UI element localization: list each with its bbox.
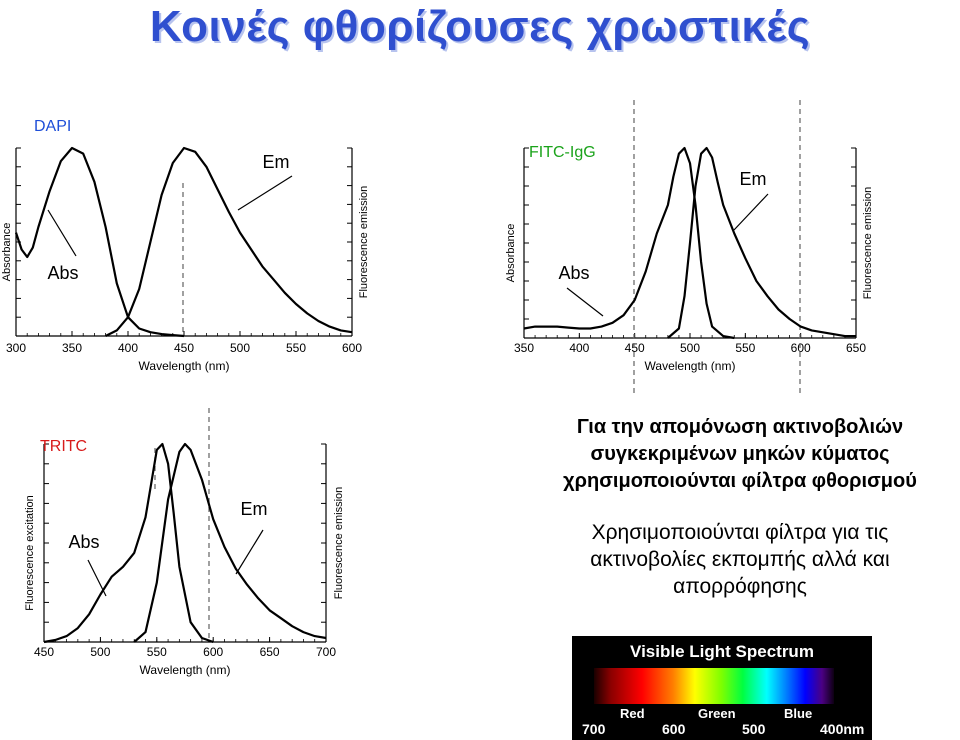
chart1-x-tick-label: 350: [62, 341, 82, 355]
chart3-em-leader-line: [235, 529, 264, 575]
note-line: Χρησιμοποιούνται φίλτρα για τις: [591, 521, 889, 544]
chart2-x-tick-label: 450: [625, 341, 645, 355]
chart1-x-tick-label: 600: [342, 341, 362, 355]
chart3-series-em-line: [133, 442, 327, 643]
chart2-x-tick-label: 600: [791, 341, 811, 355]
spectrum-tick-600: 600: [662, 721, 686, 737]
chart3-abs-leader-line: [87, 559, 107, 597]
chart3-x-tick-label: 700: [316, 645, 336, 659]
spectrum-title: Visible Light Spectrum: [630, 642, 814, 661]
spectrum-tick-700: 700: [582, 721, 606, 737]
chart2-dye-name-label: FITC-IgG: [529, 144, 596, 161]
spectrum-label-red: Red: [620, 706, 645, 721]
chart2-x-axis-label: Wavelength (nm): [645, 359, 736, 373]
spectrum-tick-400nm: 400nm: [820, 721, 865, 737]
chart1-x-tick-label: 300: [6, 341, 26, 355]
chart1-x-tick-label: 450: [174, 341, 194, 355]
spectrum-label-green: Green: [698, 706, 736, 721]
chart1-x-tick-label: 550: [286, 341, 306, 355]
note-line: συγκεκριμένων μηκών κύματος: [590, 443, 890, 465]
chart3-em-label: Em: [241, 499, 268, 519]
chart1-em-leader-line: [237, 175, 293, 211]
chart1-y-axis-label-left: Absorbance: [1, 223, 13, 282]
note-filters-usage: Χρησιμοποιούνται φίλτρα για τις ακτινοβο…: [520, 519, 960, 600]
spectrum-band: [594, 668, 834, 704]
chart1-x-axis-label: Wavelength (nm): [139, 359, 230, 373]
chart1-x-tick-label: 400: [118, 341, 138, 355]
note-filters-isolation: Για την απομόνωση ακτινοβολιών συγκεκριμ…: [520, 414, 960, 495]
chart1-series-abs-line: [14, 146, 185, 338]
chart2-y-axis-label-left: Absorbance: [505, 224, 517, 283]
visible-light-spectrum: Visible Light Spectrum Red Green Blue 70…: [572, 636, 872, 740]
note-line: χρησιμοποιούνται φίλτρα φθορισμού: [563, 470, 917, 492]
chart2-series-em-line: [667, 146, 856, 339]
chart3-dye-name-label: TRITC: [40, 438, 87, 455]
spectrum-tick-500: 500: [742, 721, 766, 737]
chart3-x-tick-label: 650: [260, 645, 280, 659]
chart2-y-axis-label-right: Fluorescence emission: [862, 187, 874, 300]
chart2-abs-label: Abs: [558, 263, 589, 283]
chart3-x-tick-label: 450: [34, 645, 54, 659]
spectrum-label-blue: Blue: [784, 706, 813, 721]
chart2-x-tick-label: 350: [514, 341, 534, 355]
chart3-x-tick-label: 550: [147, 645, 167, 659]
page-title: Κοινές φθορίζουσες χρωστικές: [149, 2, 811, 51]
chart3-abs-label: Abs: [68, 532, 99, 552]
chart3-y-axis-label-left: Fluorescence excitation: [24, 495, 36, 611]
chart2-x-tick-label: 400: [569, 341, 589, 355]
chart3-series-abs-line: [43, 442, 214, 644]
chart2-em-label: Em: [740, 169, 767, 189]
note-line: ακτινοβολίες εκπομπής αλλά και: [590, 548, 890, 571]
chart2-x-tick-label: 500: [680, 341, 700, 355]
chart1-series-em-line: [105, 146, 353, 337]
chart1-abs-leader-line: [47, 209, 77, 257]
chart3-x-tick-label: 600: [203, 645, 223, 659]
chart1-y-axis-label-right: Fluorescence emission: [358, 186, 370, 299]
chart3-y-axis-label-right: Fluorescence emission: [333, 487, 345, 600]
chart2-em-leader-line: [733, 193, 769, 231]
chart2-x-tick-label: 550: [735, 341, 755, 355]
note-line: Για την απομόνωση ακτινοβολιών: [576, 416, 904, 438]
chart2-series-abs-line: [523, 146, 735, 340]
chart3-x-tick-label: 500: [90, 645, 110, 659]
chart1-abs-label: Abs: [47, 263, 78, 283]
chart3-x-axis-label: Wavelength (nm): [140, 663, 231, 677]
chart2-x-tick-label: 650: [846, 341, 866, 355]
chart2-abs-leader-line: [566, 287, 604, 317]
chart1-dye-name-label: DAPI: [34, 118, 71, 135]
chart1-em-label: Em: [263, 152, 290, 172]
chart1-x-tick-label: 500: [230, 341, 250, 355]
note-line: απορρόφησης: [673, 575, 807, 598]
